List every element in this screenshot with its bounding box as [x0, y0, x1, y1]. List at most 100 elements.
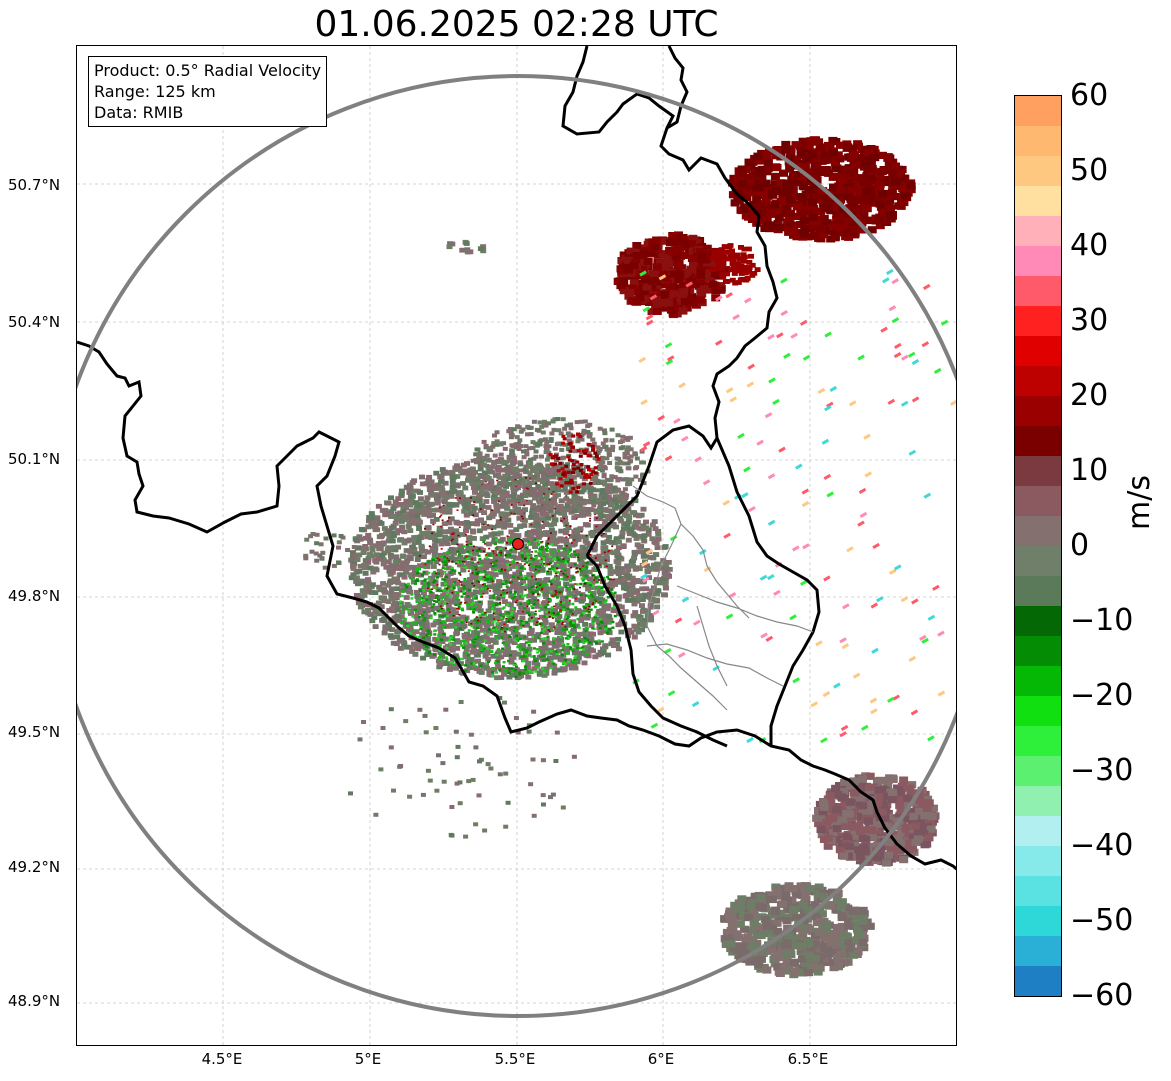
echo-cell — [519, 626, 523, 630]
echo-cell — [548, 563, 551, 565]
echo-cell — [497, 475, 503, 480]
echo-cell — [631, 601, 638, 607]
echo-cell — [398, 537, 404, 542]
echo-cell — [620, 544, 627, 549]
echo-cell — [399, 566, 405, 572]
echo-cell — [541, 600, 548, 605]
echo-cell — [559, 508, 565, 513]
echo-cell — [590, 496, 596, 500]
echo-cell — [610, 448, 615, 453]
echo-cell — [530, 655, 534, 658]
echo-cell — [566, 470, 571, 474]
echo-cell — [421, 562, 428, 568]
echo-cell — [496, 583, 503, 589]
echo-cell — [741, 184, 751, 192]
echo-cell — [465, 540, 468, 543]
echo-cell — [548, 437, 554, 442]
echo-cell — [437, 633, 441, 637]
echo-cell — [806, 225, 816, 233]
echo-cell — [649, 566, 656, 571]
echo-cell — [564, 504, 570, 509]
echo-cell — [441, 519, 444, 521]
echo-cell — [382, 512, 389, 518]
echo-cell — [617, 459, 623, 464]
echo-cell — [662, 592, 668, 598]
echo-cell — [394, 613, 401, 619]
echo-cell — [432, 653, 436, 656]
echo-cell — [752, 196, 762, 204]
echo-cell — [495, 653, 499, 657]
echo-cell — [527, 580, 534, 585]
echo-cell — [560, 467, 565, 471]
echo-cell — [460, 580, 467, 586]
echo-cell — [481, 462, 487, 467]
echo-cell — [479, 508, 482, 510]
echo-cell — [445, 658, 449, 661]
echo-cell — [565, 545, 568, 547]
echo-cell — [532, 561, 539, 567]
echo-cell — [572, 640, 579, 645]
echo-cell — [634, 520, 641, 525]
echo-cell — [525, 432, 530, 437]
echo-cell — [472, 596, 476, 599]
echo-cell — [451, 560, 454, 563]
echo-cell — [403, 498, 410, 504]
echo-cell — [497, 530, 504, 536]
echo-cell — [584, 627, 588, 630]
echo-cell — [662, 581, 669, 587]
echo-cell — [546, 450, 552, 455]
echo-cell — [407, 628, 414, 633]
echo-cell — [547, 532, 554, 538]
echo-cell — [502, 594, 506, 597]
echo-cell — [792, 155, 801, 163]
echo-cell — [513, 527, 520, 532]
echo-cell — [501, 524, 508, 530]
echo-cell — [511, 616, 518, 622]
echo-cell — [577, 556, 580, 559]
echo-cell — [447, 608, 450, 611]
echo-cell — [639, 603, 645, 608]
echo-cell — [448, 595, 452, 598]
echo-cell — [441, 615, 445, 618]
echo-cell — [534, 554, 538, 558]
echo-cell — [467, 598, 474, 604]
echo-cell — [522, 576, 526, 579]
echo-cell — [520, 623, 524, 626]
echo-cell — [503, 572, 509, 578]
echo-cell — [557, 564, 564, 569]
echo-cell — [591, 546, 598, 551]
echo-cell — [447, 490, 453, 496]
echo-cell — [497, 538, 504, 544]
echo-cell — [448, 589, 455, 594]
echo-cell — [888, 158, 898, 166]
echo-cell — [365, 524, 372, 530]
echo-cell — [440, 548, 443, 550]
echo-cell — [448, 639, 451, 642]
echo-cell — [398, 614, 405, 620]
radar-map[interactable] — [76, 45, 957, 1046]
echo-cell — [525, 477, 527, 479]
echo-cell — [505, 646, 512, 652]
echo-cell — [545, 583, 549, 587]
echo-cell — [422, 589, 426, 592]
echo-cell — [615, 539, 622, 545]
echo-cell — [571, 515, 578, 520]
echo-cell — [414, 608, 417, 611]
echo-cell — [503, 511, 510, 517]
echo-cell — [429, 590, 433, 594]
echo-cell — [625, 455, 631, 460]
echo-cell — [587, 468, 591, 472]
echo-cell — [606, 614, 613, 620]
echo-cell — [585, 604, 589, 607]
echo-cell — [443, 661, 450, 666]
echo-cell — [454, 600, 460, 606]
echo-cell — [572, 648, 579, 653]
echo-cell — [628, 447, 634, 452]
echo-cell — [449, 571, 453, 574]
echo-cell — [471, 582, 474, 585]
echo-cell — [599, 459, 604, 464]
echo-cell — [591, 470, 596, 474]
echo-cell — [567, 562, 574, 568]
echo-cell — [420, 655, 427, 661]
echo-cell — [556, 614, 563, 619]
